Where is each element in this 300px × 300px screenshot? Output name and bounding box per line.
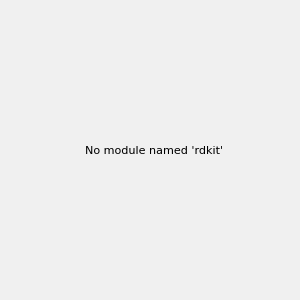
Text: No module named 'rdkit': No module named 'rdkit': [85, 146, 223, 157]
